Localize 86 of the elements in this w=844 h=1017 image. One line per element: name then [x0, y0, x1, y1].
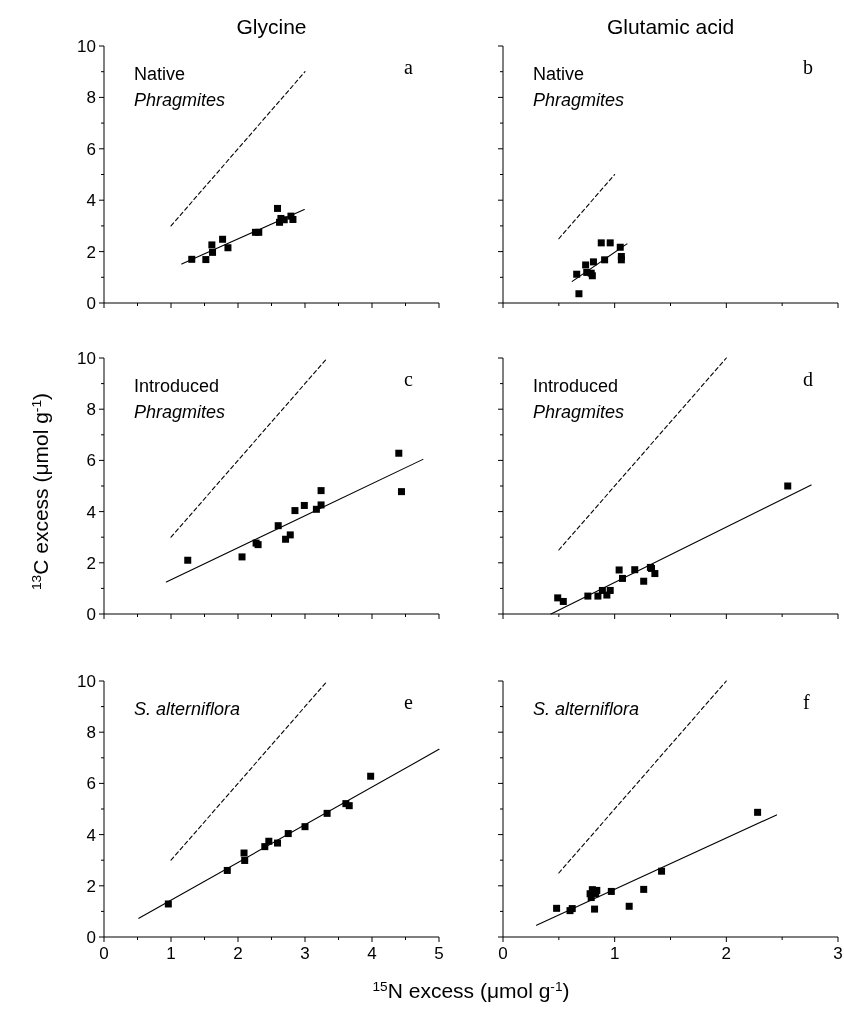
y-tick-label: 6 [86, 451, 96, 471]
annotation: c [404, 368, 413, 390]
x-tick-label: 1 [609, 944, 620, 963]
y-tick-label: 4 [86, 825, 96, 845]
y-tick-label: 0 [86, 605, 96, 624]
y-tick-label: 10 [77, 672, 96, 691]
point [202, 256, 210, 264]
annotation: b [803, 56, 813, 78]
point [784, 482, 792, 490]
annotation: d [803, 368, 813, 390]
y-tick-label: 8 [86, 723, 96, 743]
y-tick-label: 10 [77, 349, 96, 368]
point [238, 553, 246, 561]
point [274, 204, 282, 212]
annotation: S. alterniflora [533, 699, 640, 719]
point [265, 837, 273, 845]
point [367, 772, 375, 780]
point [553, 904, 561, 912]
point [397, 488, 405, 496]
point [184, 556, 192, 564]
point [594, 592, 602, 600]
point [575, 290, 583, 298]
annotation: Phragmites [134, 90, 226, 110]
point [589, 258, 597, 266]
point [591, 905, 599, 913]
annotation: a [404, 56, 413, 78]
point [582, 261, 590, 269]
x-tick-label: 0 [99, 944, 109, 963]
annotation: Phragmites [533, 90, 625, 110]
point [219, 235, 227, 243]
point [300, 501, 308, 509]
point [625, 902, 633, 910]
point [617, 256, 625, 264]
annotation: Phragmites [134, 402, 226, 422]
point [615, 566, 623, 574]
x-tick-label: 2 [721, 944, 732, 963]
point [208, 241, 216, 249]
chart-title: Glycine [236, 15, 307, 38]
y-tick-label: 0 [86, 294, 96, 313]
y-tick-label: 8 [86, 88, 96, 108]
annotation: Phragmites [533, 402, 625, 422]
point [240, 849, 248, 857]
point [559, 597, 567, 605]
point [606, 586, 614, 594]
x-tick-label: 0 [498, 944, 508, 963]
x-tick-label: 3 [300, 944, 310, 963]
chart-title: Glutamic acid [606, 15, 735, 38]
y-tick-label: 4 [86, 502, 96, 522]
y-tick-label: 4 [86, 191, 96, 211]
point [317, 487, 325, 495]
point [317, 501, 325, 509]
y-tick-label: 6 [86, 139, 96, 159]
point [291, 507, 299, 515]
point [658, 867, 666, 875]
x-tick-label: 1 [166, 944, 176, 963]
point [597, 239, 605, 247]
y-tick-label: 8 [86, 400, 96, 420]
x-tick-label: 4 [367, 944, 377, 963]
y-tick-label: 2 [86, 242, 96, 262]
x-tick-label: 2 [233, 944, 243, 963]
point [282, 535, 290, 543]
annotation: Native [533, 64, 585, 84]
point [651, 570, 659, 578]
annotation: S. alterniflora [134, 699, 241, 719]
y-tick-label: 2 [86, 876, 96, 896]
y-tick-label: 2 [86, 553, 96, 573]
point [286, 531, 294, 539]
point [224, 244, 232, 252]
annotation: Native [134, 64, 186, 84]
point [395, 449, 403, 457]
point [606, 239, 614, 247]
point [573, 270, 581, 278]
y-tick-label: 6 [86, 774, 96, 794]
point [554, 594, 562, 602]
annotation: f [803, 691, 810, 713]
y-tick-label: 10 [77, 37, 96, 56]
y-tick-label: 0 [86, 928, 96, 947]
x-axis-title: $^{15}$N excess (μmol g$^{-1}$) [372, 978, 570, 1002]
annotation: e [404, 691, 413, 713]
annotation: Introduced [533, 376, 619, 396]
point [640, 885, 648, 893]
point [754, 808, 762, 816]
x-tick-label: 5 [434, 944, 444, 963]
x-tick-label: 3 [833, 944, 843, 963]
point [640, 577, 648, 585]
annotation: Introduced [134, 376, 220, 396]
